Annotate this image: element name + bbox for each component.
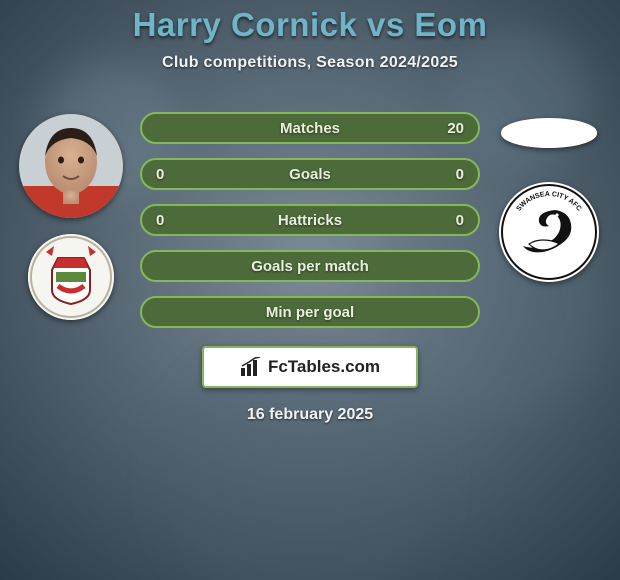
stats-column: Matches200Goals00Hattricks0Goals per mat… bbox=[140, 112, 480, 328]
stat-row-matches: Matches20 bbox=[140, 112, 480, 144]
stat-right-value: 20 bbox=[434, 120, 464, 137]
right-column: SWANSEA CITY AFC bbox=[494, 112, 604, 282]
title-player2: Eom bbox=[414, 6, 487, 43]
stat-left-value: 0 bbox=[156, 166, 186, 183]
stat-label: Min per goal bbox=[186, 304, 434, 321]
player2-avatar-placeholder bbox=[501, 118, 597, 148]
stat-right-value: 0 bbox=[434, 212, 464, 229]
player2-club-badge: SWANSEA CITY AFC bbox=[499, 182, 599, 282]
date: 16 february 2025 bbox=[247, 406, 373, 424]
stat-row-goals-per-match: Goals per match bbox=[140, 250, 480, 282]
player1-club-badge bbox=[28, 234, 114, 320]
stat-row-min-per-goal: Min per goal bbox=[140, 296, 480, 328]
stat-label: Goals per match bbox=[186, 258, 434, 275]
fctables-logo: FcTables.com bbox=[202, 346, 418, 388]
fctables-text: FcTables.com bbox=[268, 357, 380, 377]
page-title: Harry Cornick vs Eom bbox=[133, 6, 488, 44]
stat-label: Goals bbox=[186, 166, 434, 183]
title-player1: Harry Cornick bbox=[133, 6, 358, 43]
stat-row-hattricks: 0Hattricks0 bbox=[140, 204, 480, 236]
stat-row-goals: 0Goals0 bbox=[140, 158, 480, 190]
subtitle: Club competitions, Season 2024/2025 bbox=[162, 54, 458, 72]
stat-right-value: 0 bbox=[434, 166, 464, 183]
chart-icon bbox=[240, 357, 262, 377]
stat-label: Matches bbox=[186, 120, 434, 137]
stat-label: Hattricks bbox=[186, 212, 434, 229]
main-row: Matches200Goals00Hattricks0Goals per mat… bbox=[0, 112, 620, 328]
player1-avatar bbox=[19, 114, 123, 218]
stat-left-value: 0 bbox=[156, 212, 186, 229]
title-vs: vs bbox=[367, 6, 405, 43]
left-column bbox=[16, 112, 126, 320]
